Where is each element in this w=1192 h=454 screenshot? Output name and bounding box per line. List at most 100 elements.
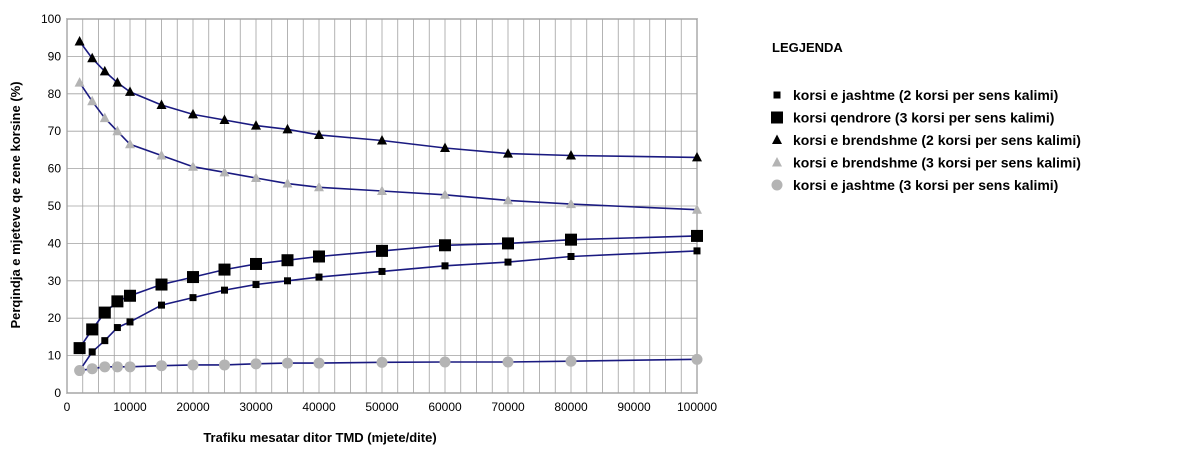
data-point-series-1 (284, 277, 291, 285)
data-point-series-3 (112, 77, 123, 87)
data-point-series-2 (155, 278, 168, 291)
legend-label-series-2: korsi qendrore (3 korsi per sens kalimi) (793, 110, 1054, 126)
y-tick-label: 90 (48, 49, 62, 63)
data-point-series-5 (313, 357, 325, 369)
trend-line-series-5 (79, 358, 698, 372)
data-point-series-5 (282, 357, 293, 369)
data-point-series-5 (74, 365, 86, 377)
x-tick-label: 60000 (428, 400, 462, 414)
x-tick-label: 30000 (239, 400, 273, 414)
data-point-series-4 (87, 95, 98, 106)
data-point-series-1 (315, 273, 323, 281)
data-point-series-1 (693, 247, 701, 255)
x-tick-label: 20000 (176, 400, 210, 414)
data-point-series-5 (99, 361, 111, 373)
x-tick-label: 80000 (554, 400, 588, 414)
data-point-series-2 (124, 289, 136, 302)
data-point-series-2 (281, 254, 294, 267)
data-point-series-4 (112, 125, 123, 136)
data-point-series-4 (503, 194, 513, 205)
data-point-series-2 (376, 244, 388, 257)
data-point-series-2 (502, 237, 514, 250)
data-point-series-4 (99, 112, 110, 123)
legend-title: LEGJENDA (772, 40, 843, 55)
legend-label-series-4: korsi e brendshme (3 korsi per sens kali… (793, 155, 1081, 171)
data-point-series-3 (566, 150, 576, 160)
data-point-series-5 (376, 356, 388, 368)
legend-marker-series-5 (771, 179, 783, 191)
y-axis-title: Perqindja e mjeteve qe zene korsine (%) (8, 81, 23, 328)
data-point-series-4 (440, 189, 450, 199)
data-point-series-1 (101, 337, 109, 345)
data-point-series-4 (219, 166, 230, 177)
y-tick-label: 100 (41, 12, 61, 26)
data-point-series-5 (111, 361, 123, 373)
data-point-series-5 (250, 358, 262, 370)
data-point-series-2 (86, 323, 99, 336)
data-markers (73, 35, 703, 377)
legend-marker-series-3 (772, 134, 782, 144)
data-point-series-3 (99, 65, 110, 76)
data-point-series-2 (439, 239, 451, 252)
data-point-series-3 (440, 142, 450, 153)
trend-line-series-3 (78, 40, 698, 159)
x-tick-label: 0 (64, 400, 71, 414)
data-point-series-2 (313, 250, 325, 263)
data-point-series-5 (187, 359, 199, 371)
data-point-series-4 (314, 181, 324, 192)
x-tick-label: 90000 (617, 400, 651, 414)
data-point-series-2 (250, 257, 262, 270)
data-point-series-1 (158, 301, 165, 309)
x-tick-label: 70000 (491, 400, 525, 414)
data-point-series-3 (125, 86, 135, 96)
y-tick-label: 60 (48, 162, 62, 176)
legend-marker-series-1 (773, 91, 781, 99)
y-tick-label: 80 (48, 87, 62, 101)
data-point-series-1 (126, 318, 134, 326)
data-point-series-2 (691, 229, 703, 242)
data-point-series-5 (219, 359, 230, 371)
legend-label-series-5: korsi e jashtme (3 korsi per sens kalimi… (793, 177, 1058, 193)
y-tick-label: 30 (48, 274, 62, 288)
data-point-series-4 (188, 161, 198, 171)
trend-line-series-2 (78, 235, 698, 349)
data-point-series-1 (189, 294, 197, 302)
data-point-series-2 (111, 295, 124, 308)
y-tick-label: 10 (48, 349, 62, 363)
data-point-series-4 (566, 198, 576, 209)
x-tick-label: 100000 (677, 400, 717, 414)
y-tick-label: 40 (48, 236, 62, 250)
data-point-series-1 (113, 324, 121, 332)
data-point-series-5 (86, 363, 98, 375)
legend: LEGJENDA korsi e jashtme (2 korsi per se… (771, 40, 1081, 193)
data-point-series-3 (692, 151, 702, 162)
data-point-series-2 (98, 306, 111, 319)
data-point-series-5 (156, 360, 167, 372)
data-point-series-4 (692, 204, 702, 214)
data-point-series-5 (439, 356, 451, 368)
data-point-series-3 (282, 123, 293, 134)
y-tick-label: 70 (48, 124, 62, 138)
y-axis-ticks: 0 10 20 30 40 50 60 70 80 90 100 (41, 12, 61, 400)
data-point-series-3 (188, 108, 198, 119)
data-point-series-1 (88, 348, 96, 356)
data-point-series-1 (221, 286, 228, 294)
data-point-series-2 (565, 233, 577, 246)
trend-lines (78, 40, 698, 372)
data-point-series-4 (156, 150, 167, 160)
x-tick-label: 50000 (365, 400, 399, 414)
x-tick-label: 10000 (113, 400, 147, 414)
data-point-series-3 (219, 114, 230, 124)
x-tick-label: 40000 (302, 400, 336, 414)
data-point-series-4 (282, 178, 293, 188)
data-point-series-1 (252, 281, 260, 289)
data-point-series-3 (156, 99, 167, 110)
data-point-series-3 (503, 148, 513, 158)
x-axis-ticks: 0 10000 20000 30000 40000 50000 60000 70000 8000… (64, 400, 718, 414)
data-point-series-4 (377, 185, 387, 196)
legend-marker-series-4 (772, 157, 782, 167)
data-point-series-3 (251, 120, 261, 130)
data-point-series-2 (218, 263, 231, 276)
y-tick-label: 50 (48, 199, 62, 213)
